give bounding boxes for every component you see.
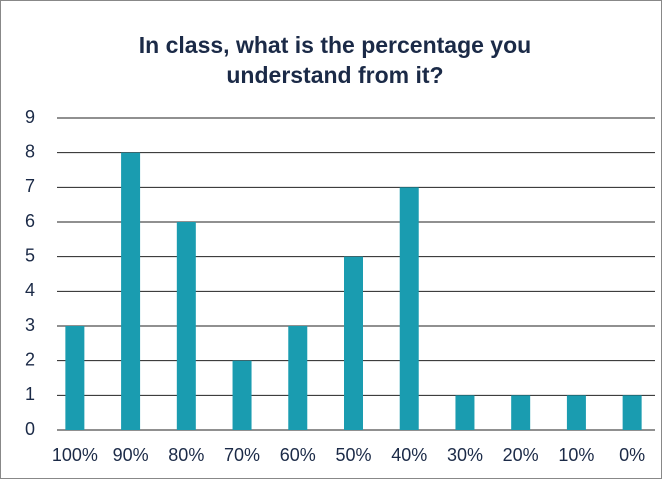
y-tick-label: 6 <box>25 211 35 231</box>
bar <box>288 326 308 430</box>
y-tick-label: 5 <box>25 245 35 265</box>
bar <box>566 395 586 430</box>
bar <box>176 222 196 430</box>
y-tick-label: 2 <box>25 349 35 369</box>
bar <box>455 395 475 430</box>
bar <box>232 360 252 430</box>
x-tick-label: 10% <box>558 445 594 465</box>
x-tick-label: 100% <box>52 445 98 465</box>
x-tick-label: 50% <box>335 445 371 465</box>
x-tick-label: 20% <box>503 445 539 465</box>
x-tick-label: 70% <box>224 445 260 465</box>
x-tick-label: 0% <box>619 445 645 465</box>
bar <box>622 395 642 430</box>
bar <box>511 395 531 430</box>
bar <box>344 256 363 430</box>
y-tick-label: 7 <box>25 176 35 196</box>
x-tick-label: 60% <box>280 445 316 465</box>
y-tick-label: 1 <box>25 384 35 404</box>
y-tick-label: 4 <box>25 280 35 300</box>
y-tick-label: 9 <box>25 107 35 127</box>
x-tick-label: 40% <box>391 445 427 465</box>
bar <box>121 152 141 430</box>
bar <box>399 187 419 430</box>
bar <box>65 326 85 430</box>
x-tick-label: 30% <box>447 445 483 465</box>
y-tick-label: 0 <box>25 419 35 439</box>
x-tick-label: 80% <box>168 445 204 465</box>
chart-title: In class, what is the percentage you und… <box>138 32 532 88</box>
y-tick-label: 8 <box>25 141 35 161</box>
x-tick-label: 90% <box>113 445 149 465</box>
y-tick-label: 3 <box>25 315 35 335</box>
